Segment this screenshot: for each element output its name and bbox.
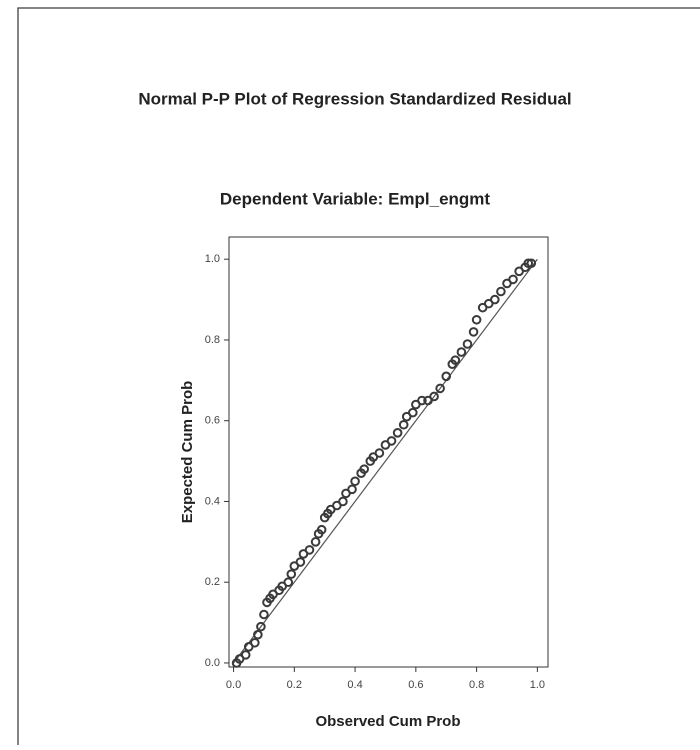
frame xyxy=(17,7,700,750)
point xyxy=(468,327,479,337)
y-tick-label: 1.0 xyxy=(205,253,220,265)
y-axis-title: Expected Cum Prob xyxy=(179,381,196,524)
point xyxy=(386,436,397,446)
point xyxy=(259,609,269,620)
point xyxy=(490,294,500,305)
point xyxy=(408,407,418,418)
point xyxy=(429,391,439,402)
point xyxy=(310,537,321,547)
x-tick-label: 0.4 xyxy=(347,679,362,691)
y-tick-label: 0.6 xyxy=(205,415,220,427)
point xyxy=(338,496,348,507)
point xyxy=(441,371,452,382)
point xyxy=(450,355,461,365)
point xyxy=(253,629,263,640)
point xyxy=(350,476,360,487)
y-tick-label: 0.4 xyxy=(205,495,220,507)
point xyxy=(286,569,297,579)
point xyxy=(526,258,537,269)
point xyxy=(417,395,427,406)
plot-area xyxy=(228,236,549,668)
point xyxy=(374,448,385,458)
point xyxy=(304,545,315,555)
point xyxy=(316,524,327,535)
chart-title: Normal P-P Plot of Regression Standardiz… xyxy=(138,89,571,108)
point xyxy=(295,557,306,567)
point xyxy=(508,274,518,285)
point xyxy=(283,577,294,588)
y-tick-label: 0.8 xyxy=(205,334,220,346)
point xyxy=(496,286,506,297)
point xyxy=(471,314,482,325)
x-tick-label: 1.0 xyxy=(530,679,545,691)
point xyxy=(456,347,467,357)
point xyxy=(250,637,260,648)
point xyxy=(359,464,369,474)
x-tick-label: 0.8 xyxy=(469,679,484,691)
y-tick-label: 0.2 xyxy=(205,576,220,588)
point xyxy=(347,484,357,495)
point xyxy=(392,428,403,438)
point xyxy=(398,419,409,430)
point xyxy=(256,621,266,632)
point xyxy=(462,339,473,349)
point xyxy=(240,650,251,660)
x-axis-title: Observed Cum Prob xyxy=(315,713,460,730)
y-tick-label: 0.0 xyxy=(205,657,220,669)
reference-line xyxy=(233,258,538,664)
point xyxy=(435,383,445,394)
x-tick-label: 0.0 xyxy=(226,679,241,691)
x-tick-label: 0.2 xyxy=(287,679,302,691)
chart-subtitle: Dependent Variable: Empl_engmt xyxy=(220,189,491,208)
x-tick-label: 0.6 xyxy=(408,679,423,691)
point xyxy=(523,258,534,269)
